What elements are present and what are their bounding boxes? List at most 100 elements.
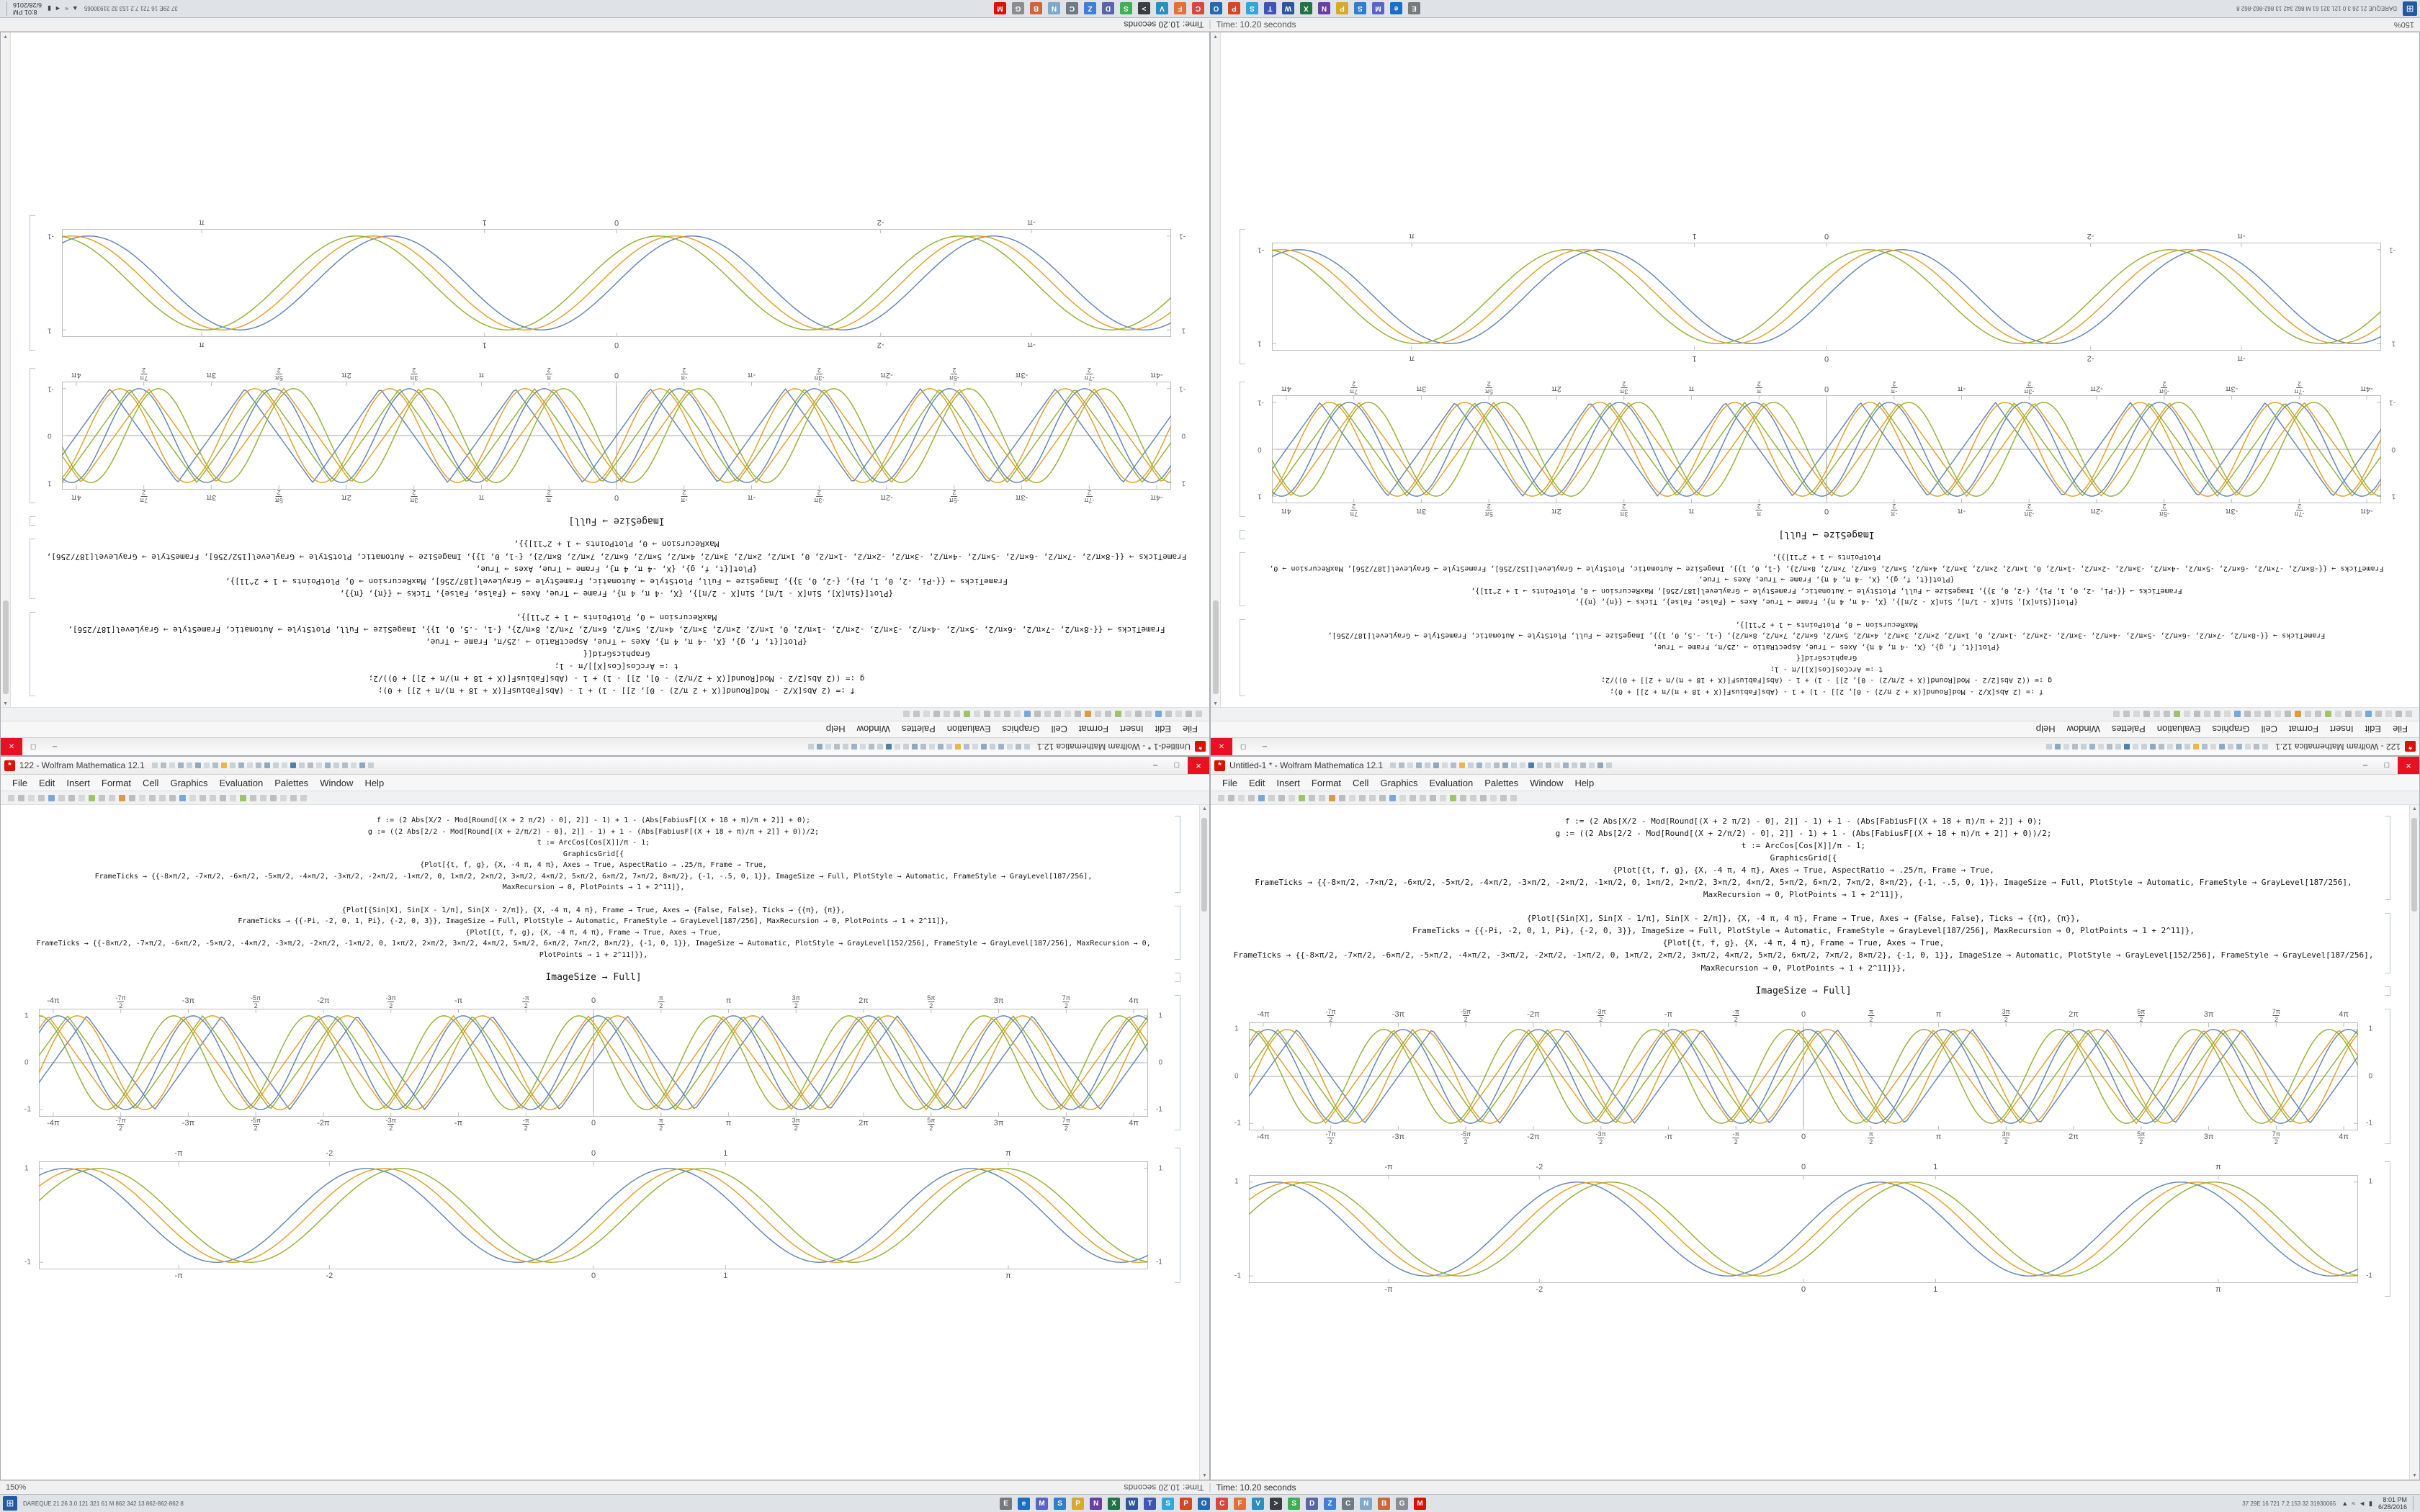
toolbar-icon[interactable] [913, 711, 920, 718]
toolbar-icon[interactable] [1460, 794, 1466, 801]
hidden-icons-icon[interactable]: ▲ [2341, 1500, 2349, 1507]
toolbar-icon[interactable] [119, 794, 125, 801]
menu-item[interactable]: File [12, 777, 27, 788]
word-icon[interactable]: W [1281, 2, 1294, 15]
network-icon[interactable]: ≈ [64, 5, 68, 12]
plot-output-cell[interactable]: -4π -7π 2 -3π -5π 2 -2π -3π 2 -π -π 2 0 π 2 π 3π 2 2π 5π 2 3π… [42, 366, 1191, 504]
toolbar-icon[interactable] [28, 794, 35, 801]
toolbar-icon[interactable] [1319, 794, 1325, 801]
chrome-icon[interactable]: C [1216, 1497, 1229, 1510]
toolbar-icon[interactable] [994, 711, 1000, 718]
toolbar-icon[interactable] [1044, 711, 1051, 718]
toolbar-icon[interactable] [2174, 711, 2180, 718]
start-button[interactable]: ⊞ [2403, 1, 2417, 16]
taskbar-clock[interactable]: 8:01 PM 6/28/2016 [13, 1, 42, 16]
toolbar-icon[interactable] [2325, 711, 2331, 718]
toolbar-icon[interactable] [2184, 711, 2190, 718]
toolbar-icon[interactable] [1135, 711, 1142, 718]
toolbar-icon[interactable] [2123, 711, 2130, 718]
plot-output-cell[interactable]: -π -2 0 1 π -π -2 0 1 π -1 -1 1 1 [19, 1147, 1180, 1284]
toolbar-icon[interactable] [1480, 794, 1487, 801]
plot-output-cell[interactable]: -π -2 0 1 π -π -2 0 1 π -1 -1 1 1 [1229, 1161, 2390, 1297]
toolbar-icon[interactable] [270, 794, 277, 801]
toolbar-icon[interactable] [1510, 794, 1517, 801]
menu-item[interactable]: Edit [1155, 724, 1172, 735]
powerpoint-icon[interactable]: P [1227, 2, 1240, 15]
toolbar-icon[interactable] [1359, 794, 1366, 801]
excel-icon[interactable]: X [1108, 1497, 1121, 1510]
toolbar-icon[interactable] [1186, 711, 1192, 718]
menu-item[interactable]: Edit [1248, 777, 1265, 788]
toolbar-icon[interactable] [1268, 794, 1275, 801]
toolbar-icon[interactable] [2385, 711, 2392, 718]
mail-icon[interactable]: M [1036, 1497, 1049, 1510]
menu-item[interactable]: Cell [1353, 777, 1369, 788]
toolbar-icon[interactable] [1410, 794, 1416, 801]
spotify-icon[interactable]: S [1288, 1497, 1301, 1510]
toolbar-icon[interactable] [1125, 711, 1131, 718]
toolbar-icon[interactable] [189, 794, 196, 801]
paint-icon[interactable]: B [1378, 1497, 1391, 1510]
code-cell[interactable]: f := (2 Abs[X/2 - Mod[Round[(X + 2 π/2) … [1229, 815, 2390, 901]
code-cell[interactable]: f := (2 Abs[X/2 - Mod[Round[(X + 2 π/2) … [1252, 619, 2401, 698]
close-button[interactable]: × [1, 738, 22, 755]
mail-icon[interactable]: M [1371, 2, 1384, 15]
menu-item[interactable]: Evaluation [946, 724, 991, 735]
toolbar-icon[interactable] [964, 711, 970, 718]
toolbar-icon[interactable] [1440, 794, 1446, 801]
toolbar-icon[interactable] [2305, 711, 2311, 718]
scroll-up-icon[interactable]: ▲ [1202, 806, 1207, 811]
firefox-icon[interactable]: F [1234, 1497, 1247, 1510]
volume-icon[interactable]: ◄ [55, 5, 61, 12]
menu-item[interactable]: Insert [1276, 777, 1300, 788]
toolbar-icon[interactable] [944, 711, 950, 718]
toolbar-icon[interactable] [99, 794, 105, 801]
calculator-icon[interactable]: C [1065, 2, 1078, 15]
code-cell[interactable]: {Plot[{Sin[X], Sin[X - 1/π], Sin[X - 2/π… [1229, 912, 2390, 973]
notepad-icon[interactable]: N [1360, 1497, 1373, 1510]
menu-item[interactable]: Cell [1051, 724, 1067, 735]
menu-item[interactable]: Help [1574, 777, 1595, 788]
vertical-scrollbar[interactable]: ▲ ▼ [1199, 805, 1209, 1480]
close-button[interactable]: × [1211, 738, 1232, 755]
toolbar-icon[interactable] [240, 794, 246, 801]
discord-icon[interactable]: D [1101, 2, 1114, 15]
toolbar-icon[interactable] [1430, 794, 1436, 801]
photos-icon[interactable]: P [1072, 1497, 1085, 1510]
toolbar-icon[interactable] [2285, 711, 2291, 718]
toolbar-icon[interactable] [1490, 794, 1497, 801]
maximize-button[interactable]: □ [30, 742, 36, 751]
toolbar-icon[interactable] [2345, 711, 2352, 718]
excel-icon[interactable]: X [1299, 2, 1312, 15]
network-icon[interactable]: ≈ [2352, 1500, 2356, 1507]
maximize-button[interactable]: □ [1174, 761, 1180, 770]
show-desktop-button[interactable] [2413, 1496, 2417, 1511]
toolbar-icon[interactable] [8, 794, 14, 801]
toolbar-icon[interactable] [2406, 711, 2412, 718]
menu-item[interactable]: Palettes [901, 724, 936, 735]
toolbar-icon[interactable] [260, 794, 266, 801]
file-explorer-icon[interactable]: E [1000, 1497, 1013, 1510]
maximize-button[interactable]: □ [1240, 742, 1246, 751]
toolbar-icon[interactable] [109, 794, 115, 801]
menu-item[interactable]: Evaluation [1429, 777, 1474, 788]
code-cell[interactable]: f := (2 Abs[X/2 - Mod[Round[(X + 2 π/2) … [19, 815, 1180, 894]
plot-output-cell[interactable]: -4π -7π 2 -3π -5π 2 -2π -3π 2 -π -π 2 0 π 2 π 3π 2 2π 5π 2 3π… [1252, 379, 2401, 518]
toolbar-icon[interactable] [280, 794, 287, 801]
toolbar-icon[interactable] [1379, 794, 1386, 801]
battery-icon[interactable]: ▮ [2369, 1499, 2372, 1507]
code-cell[interactable]: f := (2 Abs[X/2 - Mod[Round[(X + 2 π/2) … [42, 611, 1191, 697]
menu-item[interactable]: Palettes [2111, 724, 2146, 735]
maximize-button[interactable]: □ [2384, 761, 2390, 770]
menu-item[interactable]: Window [1530, 777, 1564, 788]
menu-item[interactable]: Graphics [2212, 724, 2250, 735]
toolbar-icon[interactable] [230, 794, 236, 801]
menu-item[interactable]: Format [1078, 724, 1109, 735]
toolbar-icon[interactable] [1115, 711, 1121, 718]
menu-item[interactable]: Help [364, 777, 385, 788]
menu-item[interactable]: Help [2035, 724, 2056, 735]
toolbar-icon[interactable] [220, 794, 226, 801]
toolbar-icon[interactable] [1145, 711, 1152, 718]
minimize-button[interactable]: – [1152, 761, 1158, 770]
toolbar-icon[interactable] [1339, 794, 1345, 801]
